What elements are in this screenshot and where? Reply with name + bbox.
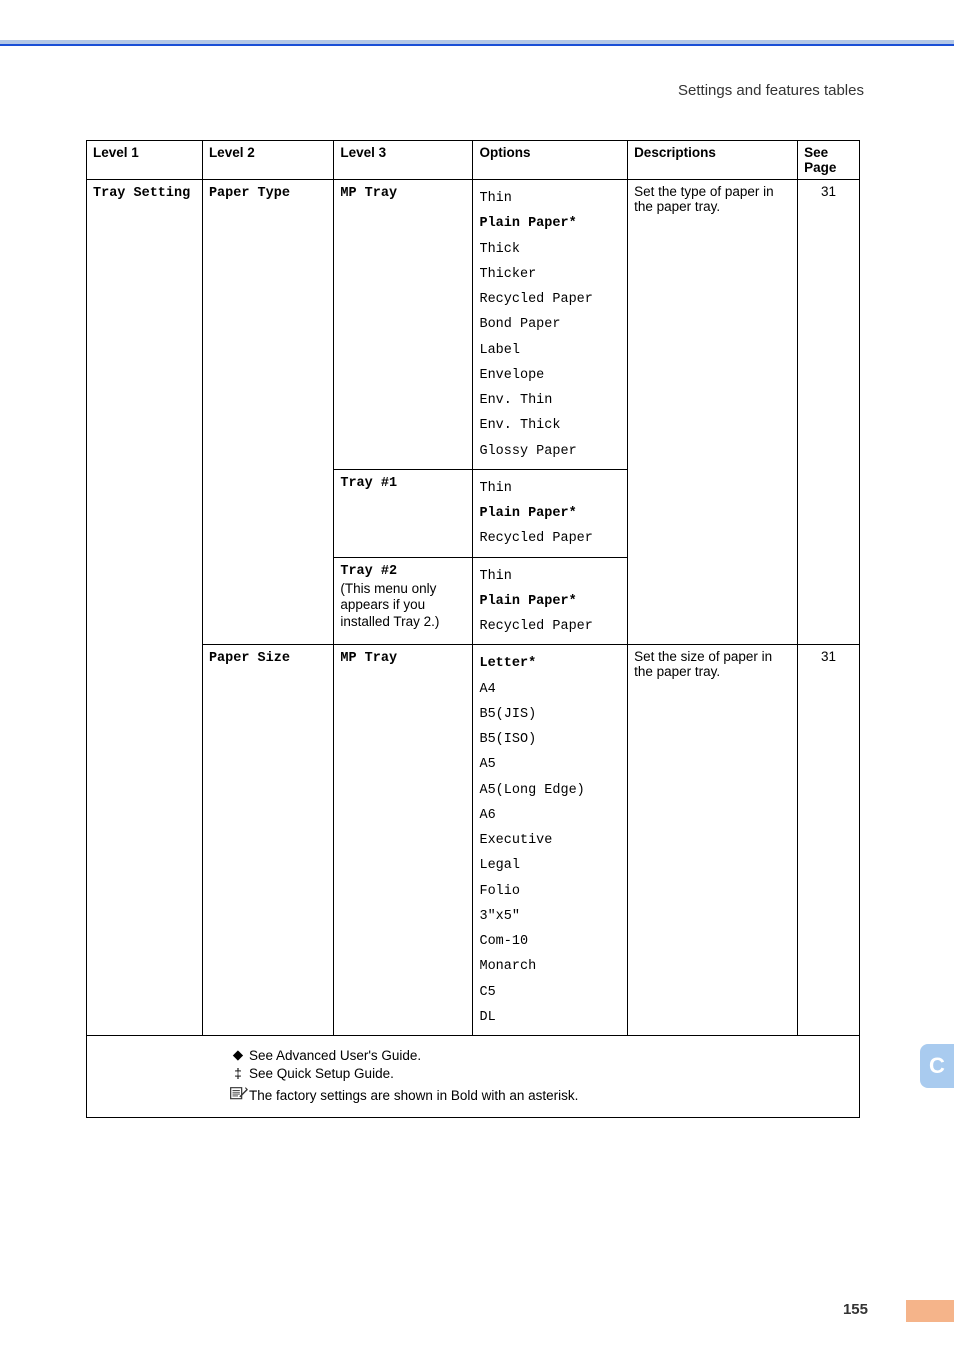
options-cell: Letter*A4B5(JIS)B5(ISO)A5A5(Long Edge)A6… <box>473 645 628 1036</box>
col-descriptions: Descriptions <box>628 141 798 180</box>
options-cell: ThinPlain Paper*ThickThickerRecycled Pap… <box>473 180 628 470</box>
options-cell: ThinPlain Paper*Recycled Paper <box>473 557 628 645</box>
accent-bar <box>906 1300 954 1322</box>
tab-label: C <box>929 1053 945 1079</box>
top-bar-line <box>0 44 954 46</box>
section-tab: C <box>920 1044 954 1088</box>
double-dagger-icon: ‡ <box>227 1066 249 1081</box>
level3-cell: Tray #1 <box>334 469 473 557</box>
settings-table: Level 1 Level 2 Level 3 Options Descript… <box>86 140 860 1118</box>
table-row: Paper SizeMP TrayLetter*A4B5(JIS)B5(ISO)… <box>87 645 860 1036</box>
content-area: Level 1 Level 2 Level 3 Options Descript… <box>86 140 860 1118</box>
options-cell: ThinPlain Paper*Recycled Paper <box>473 469 628 557</box>
table-row: Tray SettingPaper TypeMP TrayThinPlain P… <box>87 180 860 470</box>
level2-cell: Paper Size <box>202 645 333 1036</box>
table-header-row: Level 1 Level 2 Level 3 Options Descript… <box>87 141 860 180</box>
level3-cell: MP Tray <box>334 645 473 1036</box>
footer-factory-note: The factory settings are shown in Bold w… <box>249 1088 578 1103</box>
seepage-cell: 31 <box>798 645 860 1036</box>
footer-quicksetup: See Quick Setup Guide. <box>249 1066 394 1081</box>
description-cell: Set the type of paper in the paper tray. <box>628 180 798 645</box>
col-options: Options <box>473 141 628 180</box>
description-cell: Set the size of paper in the paper tray. <box>628 645 798 1036</box>
page-number: 155 <box>843 1301 868 1318</box>
col-level2: Level 2 <box>202 141 333 180</box>
level2-cell: Paper Type <box>202 180 333 645</box>
table-footer-cell: ◆See Advanced User's Guide.‡See Quick Se… <box>87 1036 860 1118</box>
col-seepage: See Page <box>798 141 860 180</box>
col-level1: Level 1 <box>87 141 203 180</box>
level3-cell: Tray #2(This menu only appears if you in… <box>334 557 473 645</box>
footer-advanced: See Advanced User's Guide. <box>249 1048 421 1063</box>
table-footer-row: ◆See Advanced User's Guide.‡See Quick Se… <box>87 1036 860 1118</box>
level3-cell: MP Tray <box>334 180 473 470</box>
seepage-cell: 31 <box>798 180 860 645</box>
note-icon <box>227 1084 249 1106</box>
diamond-icon: ◆ <box>227 1047 249 1063</box>
level1-cell: Tray Setting <box>87 180 203 1036</box>
col-level3: Level 3 <box>334 141 473 180</box>
section-title: Settings and features tables <box>678 82 864 99</box>
